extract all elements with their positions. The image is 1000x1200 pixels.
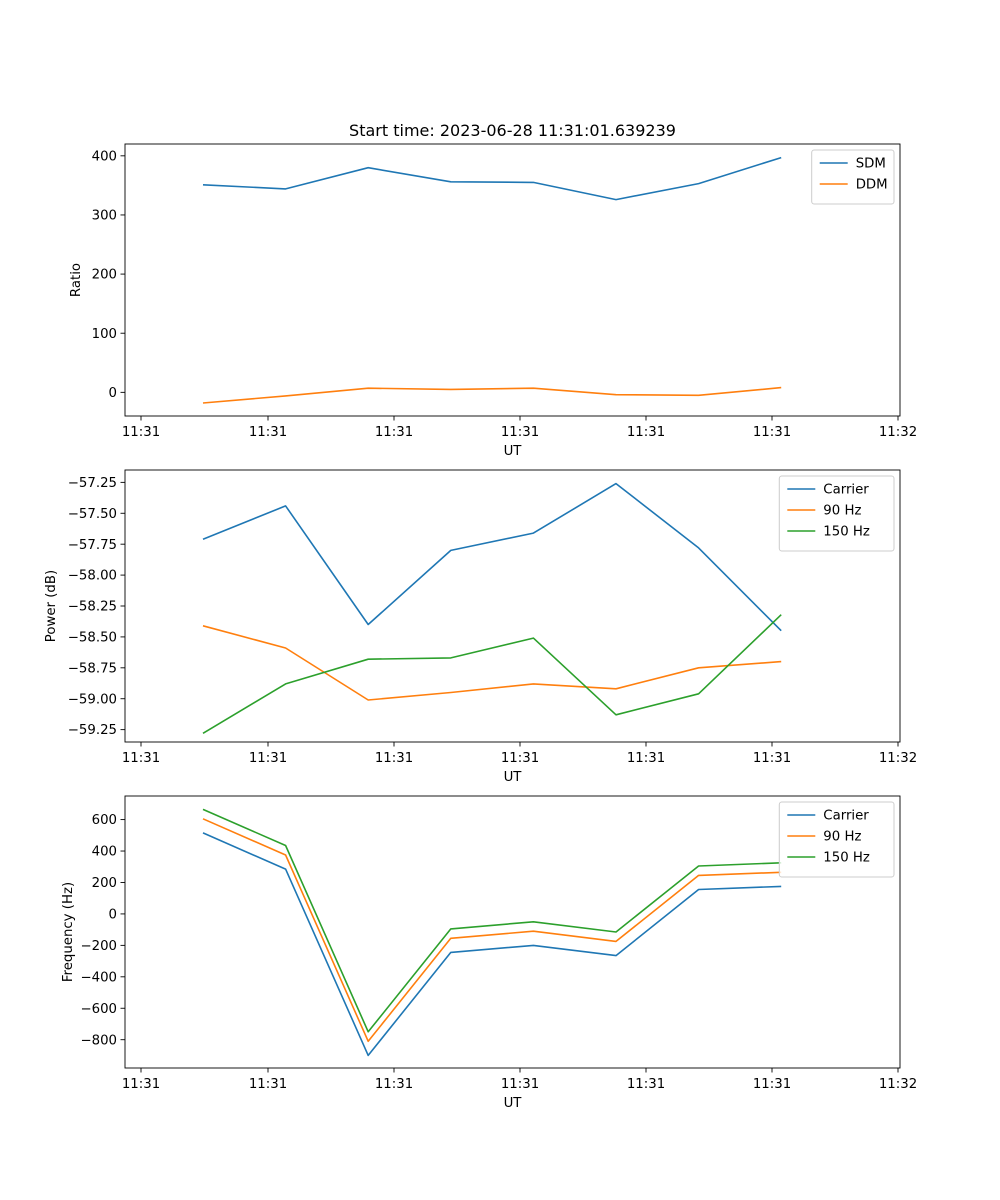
chart-1: 11:31 11:31 11:31 11:31 11:31 11:31 11:32 0 100 2… [69,121,917,459]
x-tick-label: 11:31 [501,751,539,766]
x-tick-label: 11:31 [753,751,791,766]
y-tick-label: 100 [92,327,117,342]
y-tick-label: −58.75 [68,661,117,676]
y-axis-label: Frequency (Hz) [61,882,76,982]
series-line-carrier [202,832,782,1057]
legend-entry-label: Carrier [823,809,869,824]
x-tick-label: 11:31 [249,751,287,766]
y-tick-label: 0 [109,908,117,923]
y-tick-label: 0 [109,386,117,401]
series-line-150-hz [202,808,782,1033]
y-tick-label: −600 [80,1002,117,1017]
plot-frame [124,143,901,417]
chart-3: 11:31 11:31 11:31 11:31 11:31 11:31 11:32 −800 −… [61,795,917,1111]
legend-box [778,801,895,878]
series-line-sdm [202,156,782,201]
chart-title: Start time: 2023-06-28 11:31:01.639239 [349,121,676,140]
y-tick-label: −800 [80,1033,117,1048]
y-axis-label: Ratio [69,263,84,297]
legend-box [778,475,895,552]
y-tick-label: −200 [80,939,117,954]
x-axis-label: UT [504,444,523,459]
y-tick-label: −59.00 [68,692,117,707]
y-axis-label: Power (dB) [44,570,59,642]
y-tick-label: −57.50 [68,507,117,522]
x-tick-label: 11:31 [122,751,160,766]
x-tick-label: 11:31 [627,1077,665,1092]
x-tick-label: 11:31 [753,1077,791,1092]
legend-entry-label: Carrier [823,483,869,498]
x-tick-label: 11:31 [122,1077,160,1092]
x-axis-label: UT [504,770,523,785]
legend-entry-label: 150 Hz [823,851,870,866]
y-tick-label: −400 [80,970,117,985]
y-tick-label: 400 [92,149,117,164]
legend-entry-label: DDM [856,178,888,193]
legend: Carrier 90 Hz 150 Hz [778,801,895,878]
y-tick-label: 200 [92,876,117,891]
x-tick-label: 11:31 [501,425,539,440]
series-line-90-hz [202,625,782,701]
y-tick-label: 300 [92,209,117,224]
series-line-carrier [202,482,782,632]
y-tick-label: 600 [92,813,117,828]
y-tick-label: −58.50 [68,631,117,646]
x-tick-label: 11:31 [249,425,287,440]
y-tick-label: −57.75 [68,538,117,553]
y-tick-label: −57.25 [68,476,117,491]
x-tick-label: 11:31 [501,1077,539,1092]
y-tick-label: 400 [92,845,117,860]
legend: Carrier 90 Hz 150 Hz [778,475,895,552]
x-tick-label: 11:32 [879,751,917,766]
x-tick-label: 11:32 [879,425,917,440]
y-tick-label: −58.00 [68,569,117,584]
series-line-150-hz [202,614,782,734]
legend: SDM DDM [811,149,895,205]
x-tick-label: 11:32 [879,1077,917,1092]
legend-entry-label: 90 Hz [823,830,861,845]
x-axis-label: UT [504,1096,523,1111]
x-tick-label: 11:31 [249,1077,287,1092]
x-tick-label: 11:31 [627,425,665,440]
y-tick-label: 200 [92,268,117,283]
y-tick-label: −58.25 [68,600,117,615]
series-line-90-hz [202,818,782,1043]
series-line-ddm [202,386,782,404]
x-tick-label: 11:31 [122,425,160,440]
legend-entry-label: 150 Hz [823,525,870,540]
x-tick-label: 11:31 [753,425,791,440]
x-tick-label: 11:31 [627,751,665,766]
y-tick-label: −59.25 [68,723,117,738]
chart-2: 11:31 11:31 11:31 11:31 11:31 11:31 11:32 −59.2… [44,469,917,785]
x-tick-label: 11:31 [375,751,413,766]
legend-entry-label: 90 Hz [823,504,861,519]
x-tick-label: 11:31 [375,425,413,440]
legend-entry-label: SDM [856,157,886,172]
x-tick-label: 11:31 [375,1077,413,1092]
plot-frame [124,795,901,1069]
